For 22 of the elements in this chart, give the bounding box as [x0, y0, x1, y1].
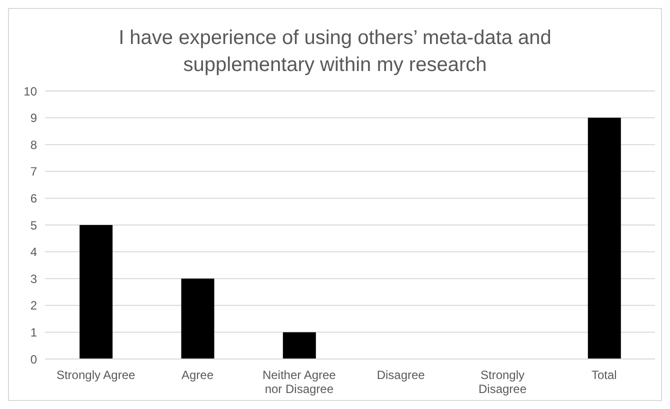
y-tick-label: 7: [30, 164, 38, 179]
y-tick-label: 1: [30, 325, 38, 340]
y-tick-label: 3: [30, 272, 38, 286]
chart-title: I have experience of using others’ meta-data and supplementary within my research: [118, 26, 552, 78]
x-tick-label: Agree: [181, 368, 214, 382]
y-tick-label: 8: [30, 138, 38, 152]
x-tick-label: Strongly Disagree: [478, 368, 527, 396]
x-tick-label: Disagree: [376, 368, 426, 382]
x-tick-label: Strongly Agree: [56, 368, 136, 382]
y-tick-label: 6: [30, 191, 38, 206]
bar: [588, 118, 621, 359]
y-tick-label: 10: [24, 84, 38, 98]
bar: [181, 278, 214, 359]
y-tick-label: 2: [30, 298, 38, 313]
bar: [80, 225, 113, 359]
y-tick-label: 4: [30, 245, 38, 260]
x-tick-label: Total: [591, 368, 617, 382]
y-tick-label: 5: [30, 218, 38, 232]
y-tick-label: 0: [30, 352, 38, 366]
bar: [282, 332, 316, 359]
x-tick-label: Neither Agree nor Disagree: [262, 368, 336, 396]
y-tick-label: 9: [30, 111, 38, 126]
